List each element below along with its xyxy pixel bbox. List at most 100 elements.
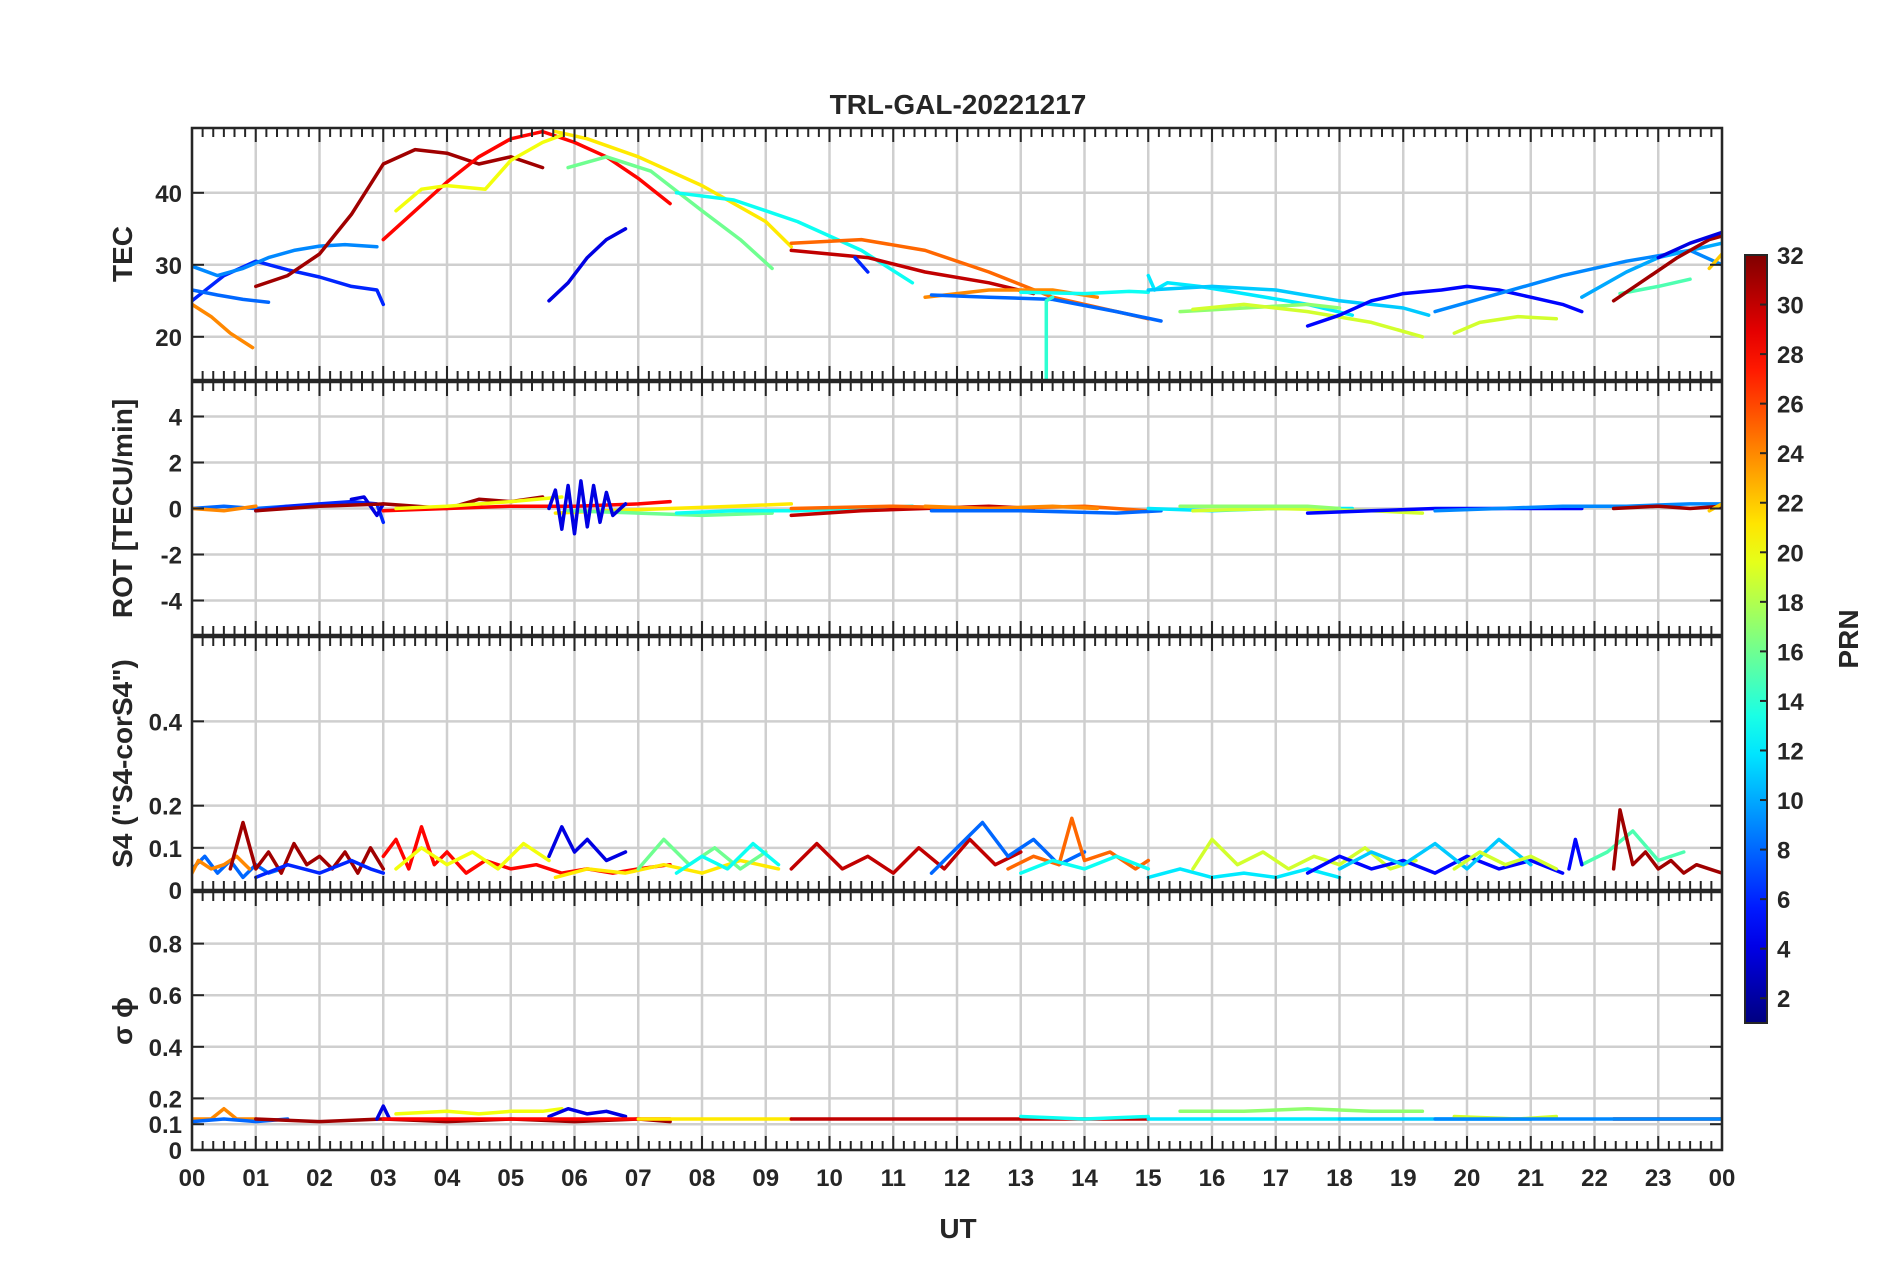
- x-tick-label: 21: [1517, 1165, 1544, 1192]
- y-axis-label: ROT [TECU/min]: [107, 399, 138, 618]
- y-tick-label: 40: [155, 181, 182, 208]
- series-line-prn-25: [1006, 816, 1151, 871]
- x-tick-label: 06: [561, 1165, 588, 1192]
- y-tick-label: 0.1: [149, 836, 182, 863]
- series-line-prn-21: [553, 129, 794, 249]
- x-tick-label: 15: [1135, 1165, 1162, 1192]
- colorbar-tick-label: 28: [1777, 342, 1804, 369]
- x-tick-label: 23: [1645, 1165, 1672, 1192]
- colorbar-tick-label: 32: [1777, 243, 1804, 270]
- series-line-prn-28: [381, 499, 672, 513]
- colorbar-scale: [1744, 254, 1768, 1024]
- series-line-prn-31: [228, 820, 386, 875]
- x-tick-label: 14: [1071, 1165, 1098, 1192]
- series-line-prn-19: [1452, 850, 1559, 871]
- x-tick-label: 00: [179, 1165, 206, 1192]
- colorbar-label: PRN: [1833, 609, 1864, 668]
- colorbar-tick-label: 20: [1777, 540, 1804, 567]
- y-tick-label: 0: [169, 878, 182, 905]
- x-tick-label: 17: [1262, 1165, 1289, 1192]
- series-line-prn-13: [1019, 289, 1151, 296]
- series-line-prn-9: [1433, 248, 1722, 314]
- series-line-prn-4: [547, 825, 628, 863]
- x-axis-label: UT: [939, 1213, 976, 1244]
- x-tick-label: 01: [242, 1165, 269, 1192]
- y-tick-label: 2: [169, 451, 182, 478]
- series-line-prn-11: [1337, 837, 1533, 871]
- series-line-prn-17: [1178, 1106, 1425, 1114]
- y-axis-label: S4 ("S4-corS4"): [107, 659, 138, 868]
- series-line-prn-9: [1433, 502, 1722, 513]
- x-tick-label: 08: [689, 1165, 716, 1192]
- series-line-prn-4: [547, 479, 628, 536]
- x-tick-label: 22: [1581, 1165, 1608, 1192]
- y-tick-label: 0.2: [149, 1086, 182, 1113]
- series-line-prn-17: [1178, 504, 1342, 511]
- series-line-prn-15: [1580, 829, 1686, 867]
- series-group: [192, 479, 1722, 536]
- series-line-prn-8: [929, 509, 1163, 515]
- series-line-prn-6: [853, 255, 870, 274]
- y-axis-label: σ ϕ: [107, 997, 138, 1045]
- series-line-prn-22: [1707, 502, 1722, 513]
- x-tick-label: 05: [497, 1165, 524, 1192]
- series-line-prn-30: [789, 837, 1023, 875]
- series-line-prn-22: [1707, 252, 1722, 271]
- series-line-prn-31: [1611, 504, 1722, 511]
- y-tick-label: -2: [161, 543, 182, 570]
- series-line-prn-6: [254, 858, 386, 880]
- x-tick-label: 12: [944, 1165, 971, 1192]
- panel-rot: -4 -2 0 2 4 ROT [TECU/min]: [107, 380, 1724, 637]
- colorbar-tick-label: 16: [1777, 639, 1804, 666]
- y-tick-label: 0.4: [149, 709, 183, 736]
- x-tick-label: 03: [370, 1165, 397, 1192]
- y-tick-label: 0.2: [149, 794, 182, 821]
- series-line-prn-9: [192, 242, 379, 278]
- series-line-prn-31: [1611, 808, 1722, 875]
- colorbar-tick-label: 8: [1777, 838, 1790, 865]
- series-line-prn-31: [1611, 234, 1722, 303]
- x-tick-label: 16: [1199, 1165, 1226, 1192]
- x-ticks: [191, 382, 1723, 635]
- x-tick-label: 19: [1390, 1165, 1417, 1192]
- series-line-prn-13: [1019, 1114, 1151, 1121]
- series-line-prn-19: [1191, 837, 1418, 871]
- x-tick-label: 04: [434, 1165, 461, 1192]
- x-ticks: [191, 637, 1723, 890]
- colorbar-tick-label: 24: [1777, 441, 1804, 468]
- x-tick-label: 02: [306, 1165, 333, 1192]
- x-tick-label: 09: [752, 1165, 779, 1192]
- colorbar-tick-label: 26: [1777, 392, 1804, 419]
- x-tick-label: 20: [1454, 1165, 1481, 1192]
- panel-tec: 20 30 40 TEC: [107, 126, 1724, 382]
- series-line-prn-4: [1656, 230, 1722, 260]
- series-line-prn-20: [394, 495, 564, 511]
- panel-s4: 0 0.1 0.2 0.4 S4 ("S4-corS4"): [107, 635, 1724, 905]
- series-line-prn-13: [674, 841, 781, 875]
- series-line-prn-11: [1146, 284, 1431, 317]
- series-line-prn-13: [1019, 854, 1151, 875]
- colorbar-tick-label: 2: [1777, 986, 1790, 1013]
- y-tick-label: 0.6: [149, 983, 182, 1010]
- series-line-prn-5: [1305, 284, 1584, 328]
- x-tick-label: 10: [816, 1165, 843, 1192]
- panel-sigma_phi: 00.10.2 0.4 0.6 0.8 σ ϕ: [107, 890, 1724, 1165]
- series-line-prn-21: [553, 858, 781, 880]
- colorbar-tick-label: 4: [1777, 937, 1791, 964]
- x-tick-label: 18: [1326, 1165, 1353, 1192]
- series-line-prn-4: [547, 227, 628, 303]
- series-line-prn-30: [789, 248, 1036, 296]
- y-tick-label: 0.1: [149, 1112, 182, 1139]
- series-line-prn-24: [192, 854, 252, 875]
- series-group: [192, 1104, 1722, 1124]
- x-ticks: [191, 128, 1723, 380]
- series-group: [192, 129, 1722, 380]
- figure-title: TRL-GAL-20221217: [830, 89, 1087, 120]
- colorbar-tick-label: 6: [1777, 887, 1790, 914]
- series-line-prn-8: [192, 288, 271, 304]
- series-line-prn-16: [566, 155, 774, 271]
- series-line-prn-20: [394, 133, 564, 213]
- series-line-prn-5: [1567, 837, 1584, 871]
